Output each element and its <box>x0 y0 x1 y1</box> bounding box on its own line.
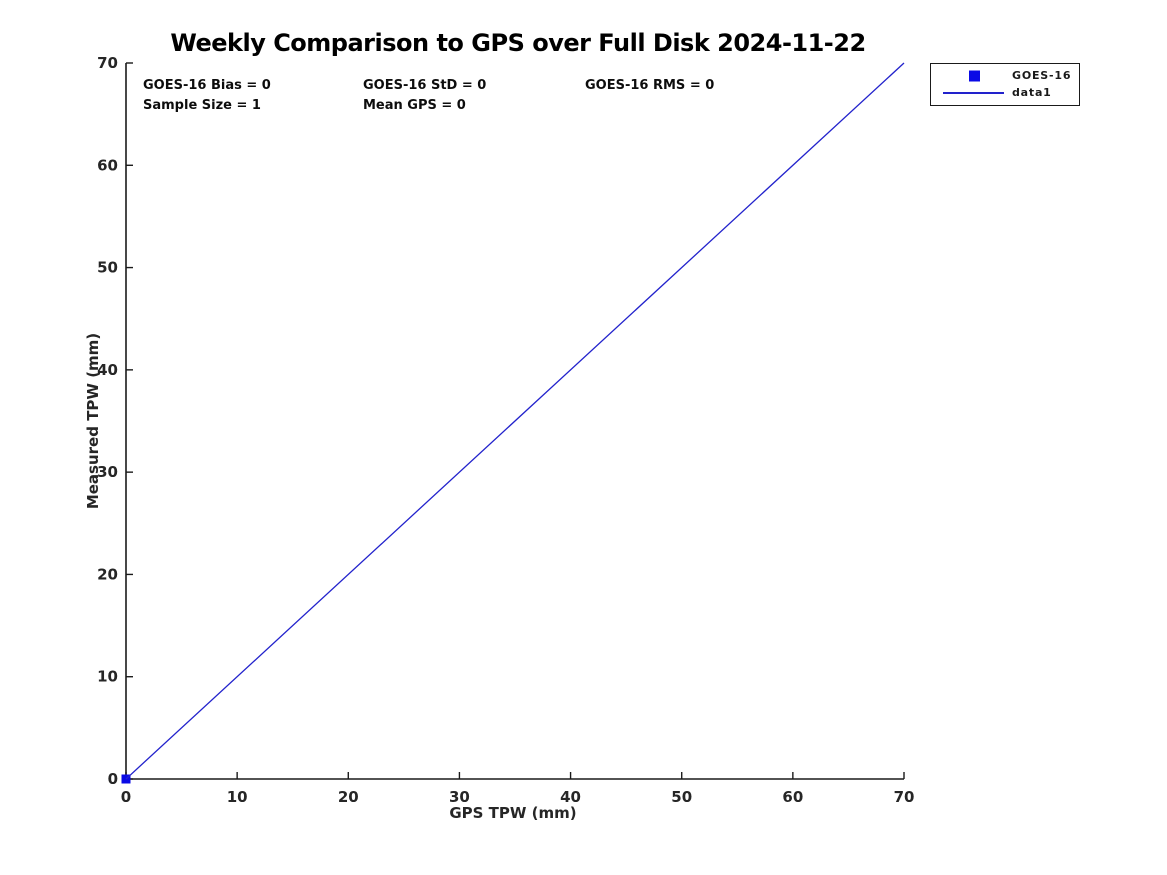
y-tick-label: 10 <box>97 668 118 686</box>
y-tick-label: 70 <box>97 54 118 72</box>
stat-goes16-std: GOES-16 StD = 0 <box>363 78 487 93</box>
legend-item-goes16: GOES-16 <box>931 67 1079 84</box>
x-tick-label: 10 <box>227 788 248 806</box>
legend-line-sample-icon <box>943 91 1004 94</box>
stat-sample-size: Sample Size = 1 <box>143 98 261 113</box>
y-tick-label: 60 <box>97 156 118 174</box>
legend: GOES-16 data1 <box>930 63 1080 106</box>
x-tick-label: 30 <box>449 788 470 806</box>
legend-swatch <box>931 67 1004 84</box>
x-tick-label: 40 <box>560 788 581 806</box>
y-tick-label: 0 <box>108 770 118 788</box>
x-tick-label: 50 <box>671 788 692 806</box>
y-axis-label: Measured TPW (mm) <box>84 332 102 510</box>
x-tick-label: 20 <box>338 788 359 806</box>
chart-title: Weekly Comparison to GPS over Full Disk … <box>170 29 866 57</box>
x-tick-label: 60 <box>782 788 803 806</box>
x-tick-label: 0 <box>121 788 131 806</box>
stat-goes16-bias: GOES-16 Bias = 0 <box>143 78 271 93</box>
stat-goes16-rms: GOES-16 RMS = 0 <box>585 78 715 93</box>
legend-swatch <box>931 84 1004 101</box>
legend-label-goes16: GOES-16 <box>1012 69 1072 82</box>
y-tick-label: 30 <box>97 463 118 481</box>
legend-label-data1: data1 <box>1012 86 1052 99</box>
y-tick-label: 40 <box>97 361 118 379</box>
y-tick-label: 20 <box>97 565 118 583</box>
y-tick-label: 50 <box>97 259 118 277</box>
x-tick-label: 70 <box>894 788 915 806</box>
stat-mean-gps: Mean GPS = 0 <box>363 98 466 113</box>
legend-square-marker-icon <box>969 70 980 81</box>
series-line-data1 <box>125 62 905 780</box>
x-axis-label: GPS TPW (mm) <box>449 804 577 822</box>
legend-item-data1: data1 <box>931 84 1079 101</box>
